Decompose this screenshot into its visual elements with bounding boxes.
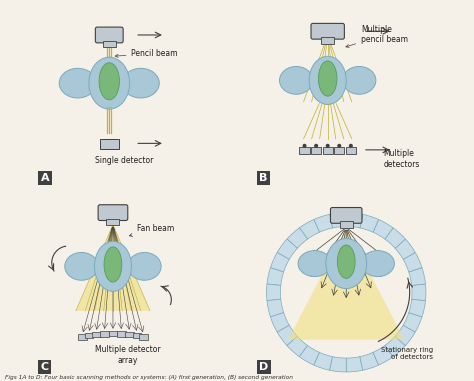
Bar [322,147,333,154]
Ellipse shape [326,239,366,288]
Wedge shape [287,228,308,248]
Ellipse shape [104,247,122,282]
Bar [311,147,321,154]
Ellipse shape [99,63,119,100]
Circle shape [349,144,352,147]
Bar [103,41,116,48]
Ellipse shape [361,251,394,277]
Bar [92,332,100,337]
Ellipse shape [94,241,131,291]
Wedge shape [346,213,363,228]
FancyBboxPatch shape [98,205,128,221]
FancyBboxPatch shape [95,27,123,43]
Bar [85,333,93,338]
Circle shape [327,144,329,147]
Bar [107,219,119,225]
Wedge shape [277,239,297,259]
Wedge shape [329,213,346,228]
Text: Multiple
detectors: Multiple detectors [383,149,419,168]
Wedge shape [287,336,308,357]
Text: D: D [259,362,268,372]
Ellipse shape [309,56,346,104]
Bar [334,147,345,154]
Bar [100,139,118,149]
Bar [139,334,147,340]
Wedge shape [267,299,283,317]
Wedge shape [403,253,422,272]
Wedge shape [385,336,405,357]
Wedge shape [300,346,319,365]
Text: Fan beam: Fan beam [129,224,174,237]
Ellipse shape [343,66,376,94]
Ellipse shape [298,251,331,277]
Circle shape [315,144,318,147]
Wedge shape [373,219,393,239]
Text: Single detector: Single detector [95,156,153,165]
Polygon shape [288,227,404,339]
Circle shape [338,144,341,147]
Wedge shape [385,228,405,248]
Text: Pencil beam: Pencil beam [115,49,178,58]
Bar [117,331,126,337]
Wedge shape [395,325,415,346]
Wedge shape [360,215,379,232]
FancyBboxPatch shape [330,208,362,223]
Ellipse shape [337,245,355,279]
Wedge shape [395,239,415,259]
Wedge shape [346,357,363,372]
Ellipse shape [89,57,129,109]
Wedge shape [373,346,393,365]
Wedge shape [403,313,422,332]
Wedge shape [271,313,289,332]
Text: Multiple
pencil beam: Multiple pencil beam [346,25,408,47]
Wedge shape [267,268,283,285]
Wedge shape [360,352,379,370]
Bar [78,334,87,340]
Text: A: A [41,173,49,183]
Ellipse shape [122,68,159,98]
Wedge shape [271,253,289,272]
FancyBboxPatch shape [311,23,345,39]
Circle shape [303,144,306,147]
Bar [100,331,109,337]
Text: Stationary ring
of detectors: Stationary ring of detectors [381,347,433,360]
Bar [125,332,134,337]
Wedge shape [409,299,426,317]
Wedge shape [266,284,281,301]
Wedge shape [314,215,333,232]
Ellipse shape [65,253,98,280]
Ellipse shape [319,61,337,96]
Polygon shape [76,225,150,311]
Wedge shape [409,268,426,285]
Text: C: C [41,362,49,372]
Bar [300,147,310,154]
Text: B: B [259,173,267,183]
Wedge shape [314,352,333,370]
Wedge shape [329,357,346,372]
Bar [133,333,141,338]
Bar [321,37,334,44]
Text: Multiple detector
array: Multiple detector array [95,345,161,365]
Bar [346,147,356,154]
Ellipse shape [280,66,313,94]
Wedge shape [411,284,426,301]
Wedge shape [277,325,297,346]
Bar [340,221,353,228]
Ellipse shape [59,68,96,98]
Ellipse shape [128,253,161,280]
Bar [109,331,117,336]
Text: Figs 1A to D: Four basic scanning methods or systems: (A) first generation, (B) : Figs 1A to D: Four basic scanning method… [5,375,293,380]
Wedge shape [300,219,319,239]
